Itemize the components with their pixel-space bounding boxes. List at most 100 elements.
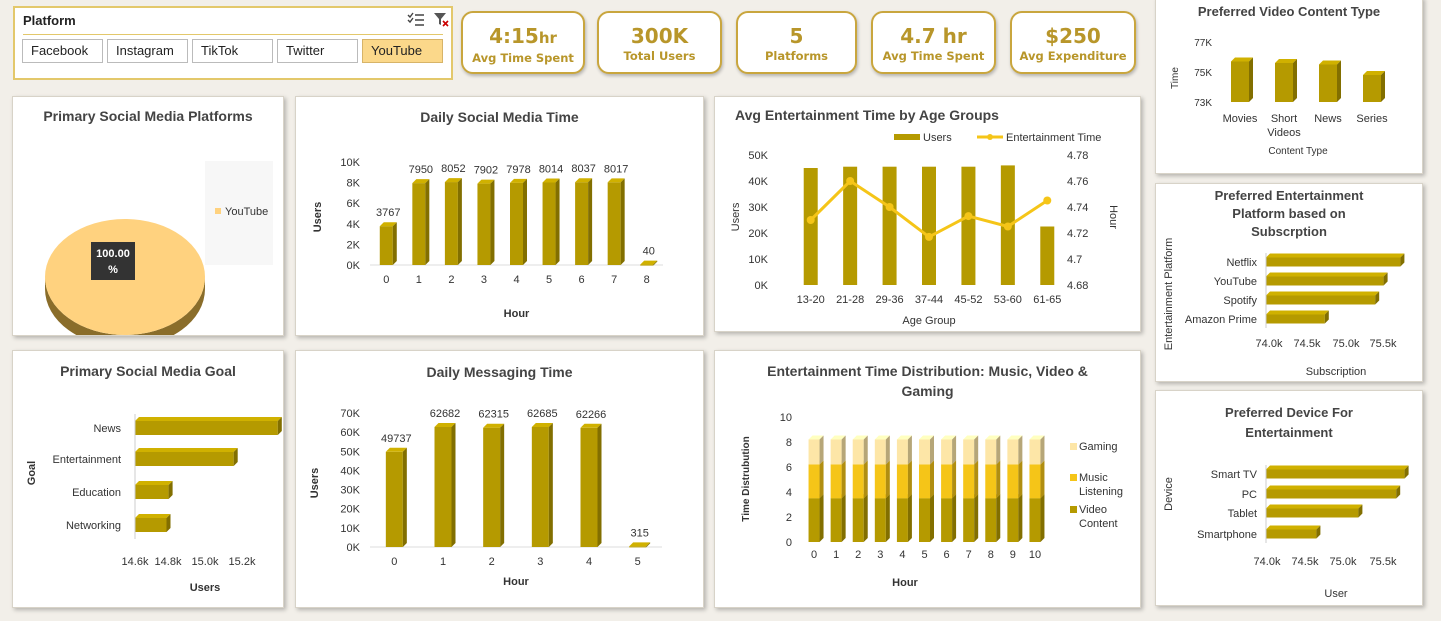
x-tick-label: 5 xyxy=(921,549,927,561)
clear-filter-icon[interactable] xyxy=(433,12,449,28)
bar xyxy=(510,178,527,265)
y-tick-label: 10K xyxy=(748,254,768,266)
x-tick-label: 3 xyxy=(537,556,543,568)
x-axis-title: Age Group xyxy=(902,315,955,327)
y-tick-label: 2K xyxy=(347,239,361,251)
slicer-button-twitter[interactable]: Twitter xyxy=(277,39,358,63)
pie-data-label: 100.00 xyxy=(96,248,130,260)
y-tick-label: 4K xyxy=(347,219,361,231)
bar xyxy=(961,166,976,285)
x-tick-label: 29-36 xyxy=(876,294,904,306)
slicer-button-tiktok[interactable]: TikTok xyxy=(192,39,273,63)
bar-segment xyxy=(830,435,846,465)
x-axis-title: User xyxy=(1324,588,1348,600)
x-tick-label: 3 xyxy=(481,274,487,286)
panel-entertainment-platform[interactable]: Preferred Entertainment Platform based o… xyxy=(1155,183,1423,382)
y-tick-label: 0K xyxy=(755,280,769,292)
stacked-bar-chart: 0 2 4 6 8 10 0 1 2 3 4 5 6 7 8 9 10 Hour Time Distrubution… xyxy=(741,412,1123,589)
bar xyxy=(575,178,593,265)
y-tick-label: 10K xyxy=(340,523,360,535)
bar xyxy=(922,166,936,285)
bar xyxy=(385,447,407,547)
panel-social-goal[interactable]: Primary Social Media Goal 14.6k 14.8k 15.0… xyxy=(12,350,284,608)
data-label: 62315 xyxy=(478,409,509,421)
bar xyxy=(580,423,602,547)
x-tick-label: 37-44 xyxy=(915,294,943,306)
bar xyxy=(1266,485,1401,499)
panel-daily-social-time[interactable]: Daily Social Media Time 0K 2K 4K 6K 8K 10K 376… xyxy=(295,96,704,336)
legend-label: Listening xyxy=(1079,486,1123,498)
x-tick-label: 1 xyxy=(416,274,422,286)
y-tick-label: 10 xyxy=(780,412,792,424)
kpi-value: 4:15 xyxy=(489,24,539,48)
y-tick-label: 20K xyxy=(340,504,360,516)
y2-tick-label: 4.7 xyxy=(1067,254,1082,266)
bar-segment xyxy=(919,460,934,499)
bar-segment xyxy=(1007,435,1023,465)
chart-title: Preferred Video Content Type xyxy=(1197,4,1381,19)
multi-select-icon[interactable] xyxy=(407,12,425,28)
y-tick-label: Networking xyxy=(66,520,121,532)
chart-title: Primary Social Media Platforms xyxy=(43,108,253,124)
y2-tick-label: 4.76 xyxy=(1067,176,1088,188)
legend-label: Content xyxy=(1079,518,1118,530)
x-tick-label: 5 xyxy=(546,274,552,286)
chart-title: Avg Entertainment Time by Age Groups xyxy=(735,107,999,123)
line-point xyxy=(846,177,855,185)
x-axis-title: Hour xyxy=(503,576,529,588)
data-label: 8052 xyxy=(441,163,465,175)
panel-video-content[interactable]: Preferred Video Content Type 73K 75K 77K Mo… xyxy=(1155,0,1423,174)
panel-entertainment-age[interactable]: Avg Entertainment Time by Age Groups 0K 1… xyxy=(714,96,1141,332)
kpi-value: 300K xyxy=(630,24,689,48)
y-axis-title: Users xyxy=(730,202,742,231)
bar xyxy=(135,448,238,466)
panel-primary-platforms[interactable]: Primary Social Media Platforms 100.00% Yo… xyxy=(12,96,284,336)
bar-segment xyxy=(852,435,868,465)
kpi-label: Total Users xyxy=(623,49,696,63)
x-tick-label: 4 xyxy=(586,556,592,568)
data-label: 62266 xyxy=(576,409,607,421)
y2-axis-title: Hour xyxy=(1107,205,1119,229)
x-tick-label: 9 xyxy=(1010,549,1016,561)
bar-segment xyxy=(941,494,957,542)
y-tick-label: 0K xyxy=(347,260,361,272)
x-tick-label: 8 xyxy=(988,549,994,561)
kpi-unit: hr xyxy=(538,29,557,47)
x-tick-label: 2 xyxy=(489,556,495,568)
bar xyxy=(542,178,560,265)
bar xyxy=(1266,504,1363,518)
y-tick-label: Netflix xyxy=(1226,257,1257,269)
x-tick-label: 7 xyxy=(966,549,972,561)
slicer-button-youtube[interactable]: YouTube xyxy=(362,39,443,63)
y2-tick-label: 4.68 xyxy=(1067,280,1088,292)
slicer-button-facebook[interactable]: Facebook xyxy=(22,39,103,63)
bar-segment xyxy=(985,460,1001,499)
bar xyxy=(1231,57,1253,102)
bar-chart: 74.0k 74.5k 75.0k 75.5k Netflix YouTube Spotif… xyxy=(1163,238,1405,378)
x-tick-label: 7 xyxy=(611,274,617,286)
panel-entertainment-distribution[interactable]: Entertainment Time Distribution: Music, … xyxy=(714,350,1141,608)
data-label: 7950 xyxy=(409,164,433,176)
panel-device[interactable]: Preferred Device For Entertainment 74.0k… xyxy=(1155,390,1423,606)
x-tick-label: Short xyxy=(1271,113,1297,125)
bar-segment xyxy=(1029,460,1045,499)
y-tick-label: Entertainment xyxy=(53,454,121,466)
kpi-value: 5 xyxy=(789,24,804,48)
y-tick-label: Amazon Prime xyxy=(1185,314,1257,326)
x-tick-label: 75.0k xyxy=(1330,556,1357,568)
y-axis-title: Time xyxy=(1170,67,1181,89)
y-tick-label: 30K xyxy=(748,202,768,214)
bar xyxy=(477,179,495,265)
x-tick-label: 4 xyxy=(899,549,905,561)
x-tick-label: 74.5k xyxy=(1292,556,1319,568)
x-tick-label: 0 xyxy=(383,274,389,286)
panel-daily-messaging[interactable]: Daily Messaging Time 0K 10K 20K 30K 40K 50K 60… xyxy=(295,350,704,608)
x-tick-label: 45-52 xyxy=(954,294,982,306)
x-tick-label: 0 xyxy=(391,556,397,568)
legend-label: YouTube xyxy=(225,206,268,218)
slicer-button-instagram[interactable]: Instagram xyxy=(107,39,188,63)
x-tick-label: 74.0k xyxy=(1256,338,1283,350)
x-tick-label: 6 xyxy=(579,274,585,286)
bar xyxy=(1266,525,1321,539)
data-label: 8037 xyxy=(571,163,595,175)
